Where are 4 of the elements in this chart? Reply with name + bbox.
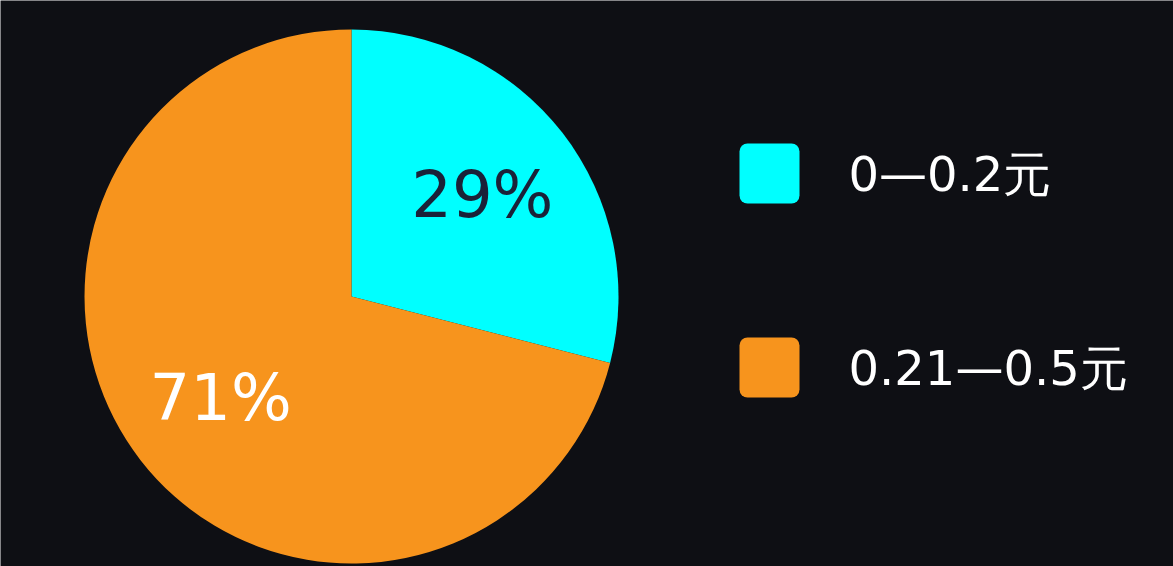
legend-label: 0—0.2元 xyxy=(848,145,1052,202)
data-label: 29% xyxy=(411,158,554,233)
data-label: 71% xyxy=(149,360,292,435)
legend-label: 0.21—0.5元 xyxy=(848,339,1128,396)
